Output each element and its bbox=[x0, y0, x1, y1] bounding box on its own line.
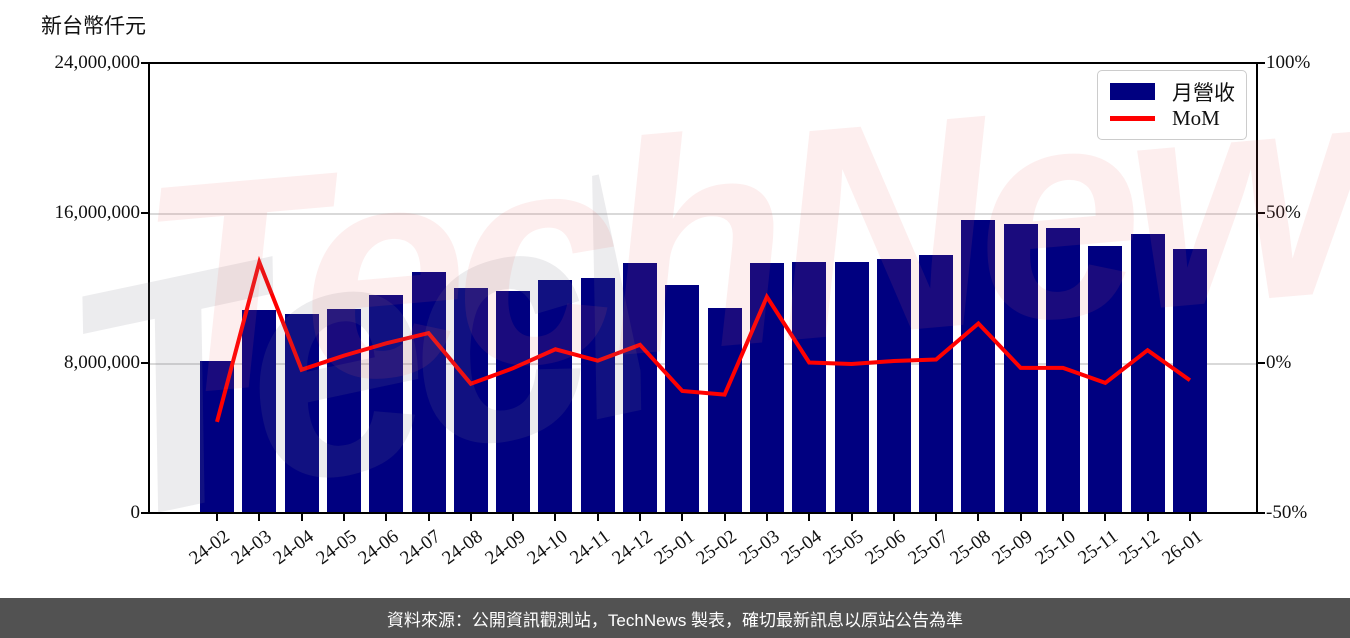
legend-label-mom: MoM bbox=[1172, 106, 1220, 130]
left-axis-tick bbox=[141, 212, 148, 214]
revenue-bar-24-06 bbox=[369, 294, 404, 512]
revenue-bar-24-10 bbox=[538, 280, 573, 512]
right-axis-tick bbox=[1258, 362, 1265, 364]
x-axis-tick bbox=[892, 514, 895, 521]
left-axis-tick bbox=[141, 512, 148, 514]
x-axis-tick-label: 26-01 bbox=[1158, 526, 1207, 570]
x-axis-tick-label: 25-01 bbox=[650, 526, 699, 570]
right-axis-tick bbox=[1258, 62, 1265, 64]
left-axis-tick bbox=[141, 62, 148, 64]
x-axis-tick bbox=[385, 514, 388, 521]
revenue-bar-25-02 bbox=[707, 308, 742, 512]
x-axis-tick bbox=[596, 514, 599, 521]
x-axis-tick-label: 24-03 bbox=[227, 526, 276, 570]
revenue-bar-24-08 bbox=[453, 287, 488, 512]
revenue-bar-25-08 bbox=[961, 220, 996, 512]
x-axis-tick bbox=[808, 514, 811, 521]
revenue-bar-24-03 bbox=[242, 310, 277, 512]
x-axis-tick bbox=[469, 514, 472, 521]
chart-legend: 月營收 MoM bbox=[1097, 70, 1247, 140]
left-axis-tick-label: 0 bbox=[130, 502, 141, 523]
x-axis-tick-label: 25-04 bbox=[777, 526, 826, 570]
revenue-bar-25-04 bbox=[792, 261, 827, 512]
x-axis-tick-label: 25-10 bbox=[1031, 526, 1080, 570]
x-axis-tick bbox=[765, 514, 768, 521]
revenue-bar-24-05 bbox=[326, 308, 361, 512]
revenue-bar-25-03 bbox=[749, 262, 784, 512]
gridline bbox=[150, 363, 1256, 365]
x-axis-tick-label: 24-11 bbox=[566, 526, 615, 569]
x-axis-tick-label: 24-08 bbox=[438, 526, 488, 570]
right-axis-tick-label: 100% bbox=[1266, 52, 1311, 73]
right-axis-tick-label: -50% bbox=[1266, 502, 1308, 523]
revenue-bar-25-07 bbox=[919, 255, 954, 512]
x-axis-tick-label: 24-05 bbox=[312, 526, 361, 570]
revenue-swatch-icon bbox=[1110, 83, 1155, 100]
x-axis-tick bbox=[723, 514, 726, 521]
mom-line bbox=[215, 255, 1192, 423]
right-axis-tick-label: 50% bbox=[1266, 202, 1301, 223]
x-axis-tick bbox=[427, 514, 430, 521]
legend-item-revenue: 月營收 bbox=[1110, 78, 1236, 105]
x-axis-tick-label: 24-04 bbox=[269, 526, 318, 570]
mom-swatch-icon bbox=[1110, 116, 1155, 121]
x-axis-tick bbox=[935, 514, 938, 521]
x-axis-tick-label: 25-02 bbox=[692, 526, 741, 570]
left-axis-tick-label: 24,000,000 bbox=[54, 52, 141, 73]
right-axis-tick bbox=[1258, 512, 1265, 514]
left-axis-tick-label: 8,000,000 bbox=[64, 352, 140, 373]
x-axis-tick bbox=[554, 514, 557, 521]
right-axis-tick-label: 0% bbox=[1266, 352, 1292, 373]
x-axis-tick-label: 25-03 bbox=[735, 526, 784, 570]
x-axis-tick bbox=[300, 514, 303, 521]
revenue-bar-24-11 bbox=[580, 277, 615, 512]
x-axis-tick bbox=[1146, 514, 1149, 521]
x-axis-tick bbox=[258, 514, 261, 521]
x-axis-tick bbox=[639, 514, 641, 521]
x-axis-tick bbox=[850, 514, 853, 521]
x-axis-tick-label: 24-12 bbox=[608, 526, 657, 570]
right-axis-tick bbox=[1258, 212, 1265, 214]
revenue-bar-25-06 bbox=[876, 258, 911, 512]
x-axis-tick-label: 25-12 bbox=[1115, 526, 1164, 570]
x-axis-tick bbox=[342, 514, 345, 521]
x-axis-tick bbox=[1188, 514, 1191, 521]
revenue-bar-26-01 bbox=[1172, 248, 1207, 512]
legend-label-revenue: 月營收 bbox=[1172, 80, 1235, 105]
revenue-bar-24-04 bbox=[284, 314, 319, 512]
x-axis-tick-label: 24-02 bbox=[185, 526, 234, 570]
x-axis-tick-label: 24-10 bbox=[523, 526, 572, 570]
x-axis-tick bbox=[681, 514, 684, 521]
x-axis-tick-label: 25-06 bbox=[861, 526, 911, 570]
x-axis-tick-label: 25-11 bbox=[1074, 526, 1122, 569]
revenue-bar-24-09 bbox=[496, 291, 531, 512]
left-axis-tick-label: 16,000,000 bbox=[54, 202, 141, 223]
x-axis-tick-label: 25-09 bbox=[988, 526, 1038, 570]
revenue-bar-25-12 bbox=[1130, 233, 1165, 512]
x-axis-tick-label: 25-08 bbox=[946, 526, 995, 570]
x-axis-tick-label: 24-06 bbox=[354, 526, 403, 570]
plot-area bbox=[148, 62, 1258, 514]
x-axis-tick-label: 25-05 bbox=[819, 526, 868, 570]
x-axis-tick bbox=[1104, 514, 1107, 521]
source-attribution-text: 資料來源：公開資訊觀測站，TechNews 製表，確切最新訊息以原站公告為準 bbox=[386, 610, 964, 630]
left-axis-tick bbox=[141, 362, 148, 364]
revenue-bar-25-01 bbox=[665, 285, 700, 512]
x-axis-tick bbox=[216, 514, 218, 521]
legend-item-mom: MoM bbox=[1110, 105, 1236, 132]
x-axis-tick-label: 24-07 bbox=[396, 526, 445, 570]
source-attribution-bar: 資料來源：公開資訊觀測站，TechNews 製表，確切最新訊息以原站公告為準 bbox=[0, 598, 1350, 638]
x-axis-tick bbox=[1019, 514, 1022, 521]
revenue-bar-25-05 bbox=[834, 261, 869, 512]
gridline bbox=[150, 213, 1256, 215]
x-axis-tick bbox=[1062, 514, 1064, 521]
revenue-bar-24-07 bbox=[411, 272, 446, 512]
revenue-bar-24-12 bbox=[623, 262, 657, 512]
x-axis-tick bbox=[977, 514, 980, 521]
x-axis-tick bbox=[512, 514, 515, 521]
x-axis-tick-label: 25-07 bbox=[904, 526, 953, 570]
left-axis-unit-label: 新台幣仟元 bbox=[41, 14, 146, 38]
x-axis-tick-label: 24-09 bbox=[481, 526, 530, 570]
